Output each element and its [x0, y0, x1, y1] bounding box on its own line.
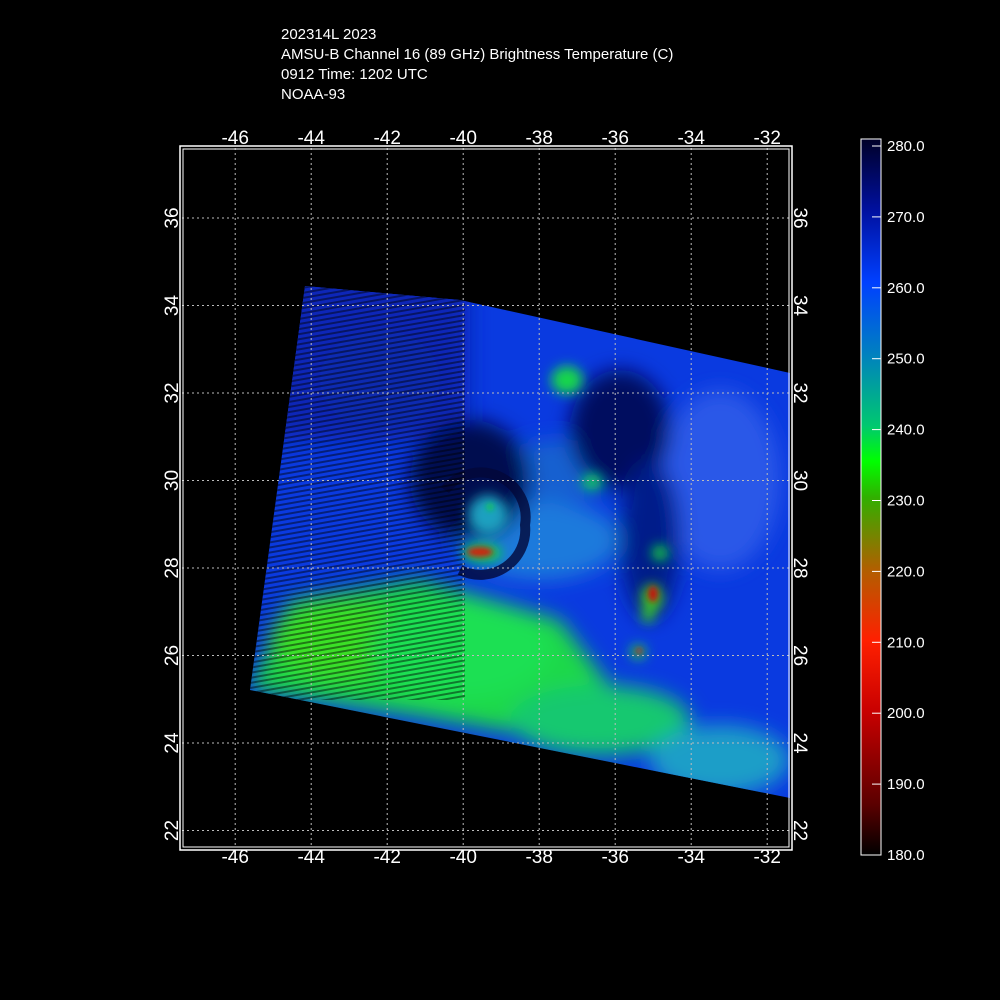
- lat-tick-label-right: 34: [789, 295, 810, 317]
- lon-tick-label-top: -44: [297, 128, 325, 149]
- storm-id-text: 202314L 2023: [281, 26, 377, 43]
- colorbar-label: 210.0: [887, 634, 925, 651]
- lat-tick-label-right: 26: [789, 645, 810, 666]
- lat-tick-label-left: 28: [162, 557, 183, 578]
- lon-tick-label-top: -38: [525, 128, 552, 149]
- colorbar-label: 240.0: [887, 422, 925, 439]
- lon-tick-label-top: -42: [373, 128, 400, 149]
- lat-tick-label-right: 24: [789, 732, 810, 754]
- map-frame-outer: [179, 145, 793, 851]
- map-gridlines: [182, 148, 790, 848]
- lon-tick-label-bottom: -44: [297, 847, 325, 868]
- lon-tick-label-top: -46: [221, 128, 248, 149]
- colorbar-label: 180.0: [887, 847, 925, 864]
- lon-tick-label-bottom: -38: [525, 847, 552, 868]
- colorbar-label: 270.0: [887, 209, 925, 226]
- lat-tick-label-right: 30: [789, 470, 810, 491]
- lat-tick-label-right: 28: [789, 557, 810, 578]
- lat-tick-label-left: 22: [162, 820, 183, 841]
- time-text: 0912 Time: 1202 UTC: [281, 66, 428, 83]
- lon-tick-label-top: -36: [601, 128, 628, 149]
- lon-tick-label-bottom: -36: [601, 847, 628, 868]
- colorbar-label: 280.0: [887, 138, 925, 155]
- lon-tick-label-bottom: -42: [373, 847, 400, 868]
- colorbar-label: 220.0: [887, 563, 925, 580]
- lat-tick-label-right: 32: [789, 382, 810, 403]
- lon-tick-label-bottom: -32: [753, 847, 780, 868]
- brightness-temperature-swath: [250, 286, 790, 798]
- lat-tick-label-left: 36: [162, 207, 183, 228]
- colorbar-gradient: [860, 138, 882, 856]
- colorbar-label: 260.0: [887, 280, 925, 297]
- tick-labels: -46 -46 -44 -44 -42 -42 -40 -40 -38 -38 -36 -36 -34 -…: [162, 128, 810, 868]
- lat-tick-label-left: 26: [162, 645, 183, 666]
- map-frame-inner: [182, 148, 790, 848]
- colorbar-label: 250.0: [887, 351, 925, 368]
- lat-tick-label-right: 22: [789, 820, 810, 841]
- lon-tick-label-top: -32: [753, 128, 780, 149]
- colorbar-label: 190.0: [887, 776, 925, 793]
- lat-tick-label-left: 30: [162, 470, 183, 491]
- lat-tick-label-left: 24: [162, 732, 183, 754]
- product-title: AMSU-B Channel 16 (89 GHz) Brightness Te…: [281, 46, 674, 63]
- plot-header: 202314L 2023 AMSU-B Channel 16 (89 GHz) …: [281, 25, 673, 105]
- lat-tick-label-left: 32: [162, 382, 183, 403]
- lon-tick-label-top: -34: [677, 128, 705, 149]
- lon-tick-label-bottom: -40: [449, 847, 476, 868]
- lon-tick-label-top: -40: [449, 128, 476, 149]
- lat-tick-label-left: 34: [162, 295, 183, 317]
- lon-tick-label-bottom: -34: [677, 847, 705, 868]
- colorbar: 280.0 270.0 260.0 250.0 240.0 230.0 220.0 210.0…: [860, 138, 925, 864]
- satellite-text: NOAA-93: [281, 86, 346, 103]
- lat-tick-label-right: 36: [789, 207, 810, 228]
- colorbar-label: 230.0: [887, 493, 925, 510]
- colorbar-label: 200.0: [887, 705, 925, 722]
- lon-tick-label-bottom: -46: [221, 847, 248, 868]
